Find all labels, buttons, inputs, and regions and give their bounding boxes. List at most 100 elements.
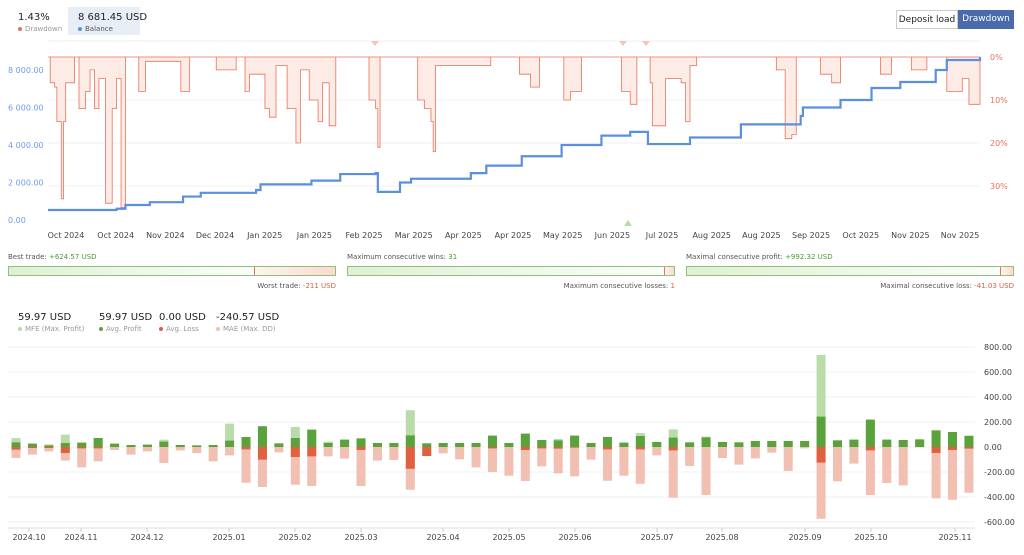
loss-bar[interactable] xyxy=(290,447,300,457)
mae-bar[interactable] xyxy=(833,447,842,482)
mfe-bar[interactable] xyxy=(356,438,366,447)
mae-bar[interactable] xyxy=(898,447,908,486)
mae-bar[interactable] xyxy=(142,447,152,452)
loss-bar[interactable] xyxy=(60,447,70,453)
mae-bar[interactable] xyxy=(438,447,448,454)
mae-bar[interactable] xyxy=(668,447,678,498)
mae-bar[interactable] xyxy=(816,447,826,519)
mfe-bar[interactable] xyxy=(520,433,530,447)
mae-bar[interactable] xyxy=(323,447,333,457)
mfe-bar[interactable] xyxy=(833,440,842,447)
mfe-bar[interactable] xyxy=(570,435,580,447)
mfe-bar[interactable] xyxy=(471,443,481,447)
mfe-bar[interactable] xyxy=(767,441,777,447)
mfe-bar[interactable] xyxy=(110,443,120,447)
profit-bar[interactable] xyxy=(504,443,514,447)
mfe-bar[interactable] xyxy=(274,443,284,447)
mfe-bar[interactable] xyxy=(372,443,382,447)
profit-bar[interactable] xyxy=(487,435,497,447)
mae-bar[interactable] xyxy=(520,447,530,481)
mfe-bar[interactable] xyxy=(586,443,596,447)
mfe-bar[interactable] xyxy=(175,445,185,447)
mfe-bar[interactable] xyxy=(241,437,251,447)
mfe-bar[interactable] xyxy=(93,438,103,447)
profit-bar[interactable] xyxy=(882,439,892,447)
mae-bar[interactable] xyxy=(159,447,169,463)
mfe-bar[interactable] xyxy=(750,441,760,447)
profit-bar[interactable] xyxy=(340,439,350,447)
mae-bar[interactable] xyxy=(800,447,810,449)
profit-bar[interactable] xyxy=(520,433,530,447)
mfe-bar[interactable] xyxy=(438,443,448,447)
mfe-bar[interactable] xyxy=(27,443,37,447)
mfe-bar[interactable] xyxy=(783,441,793,447)
loss-bar[interactable] xyxy=(964,447,974,449)
profit-bar[interactable] xyxy=(257,426,267,447)
profit-bar[interactable] xyxy=(833,440,842,447)
mfe-bar[interactable] xyxy=(734,442,744,447)
profit-bar[interactable] xyxy=(208,445,218,447)
loss-bar[interactable] xyxy=(487,447,497,449)
profit-bar[interactable] xyxy=(44,445,54,447)
mfe-bar[interactable] xyxy=(701,436,711,447)
loss-bar[interactable] xyxy=(602,447,612,450)
profit-bar[interactable] xyxy=(915,439,925,447)
mae-bar[interactable] xyxy=(586,447,596,460)
mfe-bar[interactable] xyxy=(717,442,727,447)
mfe-bar[interactable] xyxy=(192,445,202,447)
event-marker-icon[interactable] xyxy=(371,41,379,46)
profit-bar[interactable] xyxy=(602,437,612,447)
mfe-bar[interactable] xyxy=(389,443,399,447)
mae-bar[interactable] xyxy=(208,447,218,462)
profit-bar[interactable] xyxy=(405,435,415,447)
mfe-bar[interactable] xyxy=(619,442,629,447)
profit-bar[interactable] xyxy=(668,437,678,447)
mae-bar[interactable] xyxy=(570,447,580,477)
profit-bar[interactable] xyxy=(225,440,235,447)
mae-bar[interactable] xyxy=(948,447,958,500)
loss-bar[interactable] xyxy=(537,447,547,449)
mfe-bar[interactable] xyxy=(159,439,169,447)
mae-bar[interactable] xyxy=(225,447,235,456)
event-marker-icon[interactable] xyxy=(642,41,650,46)
mae-bar[interactable] xyxy=(110,447,120,450)
mfe-bar[interactable] xyxy=(11,438,21,447)
loss-bar[interactable] xyxy=(27,447,37,448)
mae-bar[interactable] xyxy=(652,447,662,456)
mfe-bar[interactable] xyxy=(652,442,662,447)
profit-bar[interactable] xyxy=(964,436,974,447)
mfe-bar[interactable] xyxy=(290,427,300,447)
profit-bar[interactable] xyxy=(438,443,448,447)
loss-bar[interactable] xyxy=(11,447,21,450)
profit-bar[interactable] xyxy=(767,441,777,447)
mae-bar[interactable] xyxy=(734,447,744,465)
mfe-bar[interactable] xyxy=(602,437,612,447)
mae-bar[interactable] xyxy=(27,447,37,455)
mae-bar[interactable] xyxy=(405,447,415,490)
loss-bar[interactable] xyxy=(405,447,415,469)
mfe-bar[interactable] xyxy=(849,439,859,447)
loss-bar[interactable] xyxy=(307,447,317,457)
mae-bar[interactable] xyxy=(964,447,974,493)
mfe-bar[interactable] xyxy=(405,410,415,447)
deposit-marker-icon[interactable] xyxy=(624,220,632,226)
profit-bar[interactable] xyxy=(422,443,432,447)
mae-bar[interactable] xyxy=(44,447,54,452)
profit-bar[interactable] xyxy=(635,436,645,447)
profit-bar[interactable] xyxy=(77,442,87,447)
profit-bar[interactable] xyxy=(717,442,727,447)
profit-bar[interactable] xyxy=(948,432,958,447)
mae-bar[interactable] xyxy=(241,447,251,483)
mfe-bar[interactable] xyxy=(898,440,908,447)
mae-bar[interactable] xyxy=(389,447,399,460)
mfe-bar[interactable] xyxy=(882,439,892,447)
mae-bar[interactable] xyxy=(849,447,859,464)
mae-bar[interactable] xyxy=(701,447,711,495)
mfe-bar[interactable] xyxy=(126,445,136,447)
mae-bar[interactable] xyxy=(274,447,284,453)
profit-bar[interactable] xyxy=(192,445,202,447)
mfe-bar[interactable] xyxy=(816,354,826,447)
mae-bar[interactable] xyxy=(487,447,497,472)
mae-bar[interactable] xyxy=(307,447,317,486)
mae-bar[interactable] xyxy=(619,447,629,476)
